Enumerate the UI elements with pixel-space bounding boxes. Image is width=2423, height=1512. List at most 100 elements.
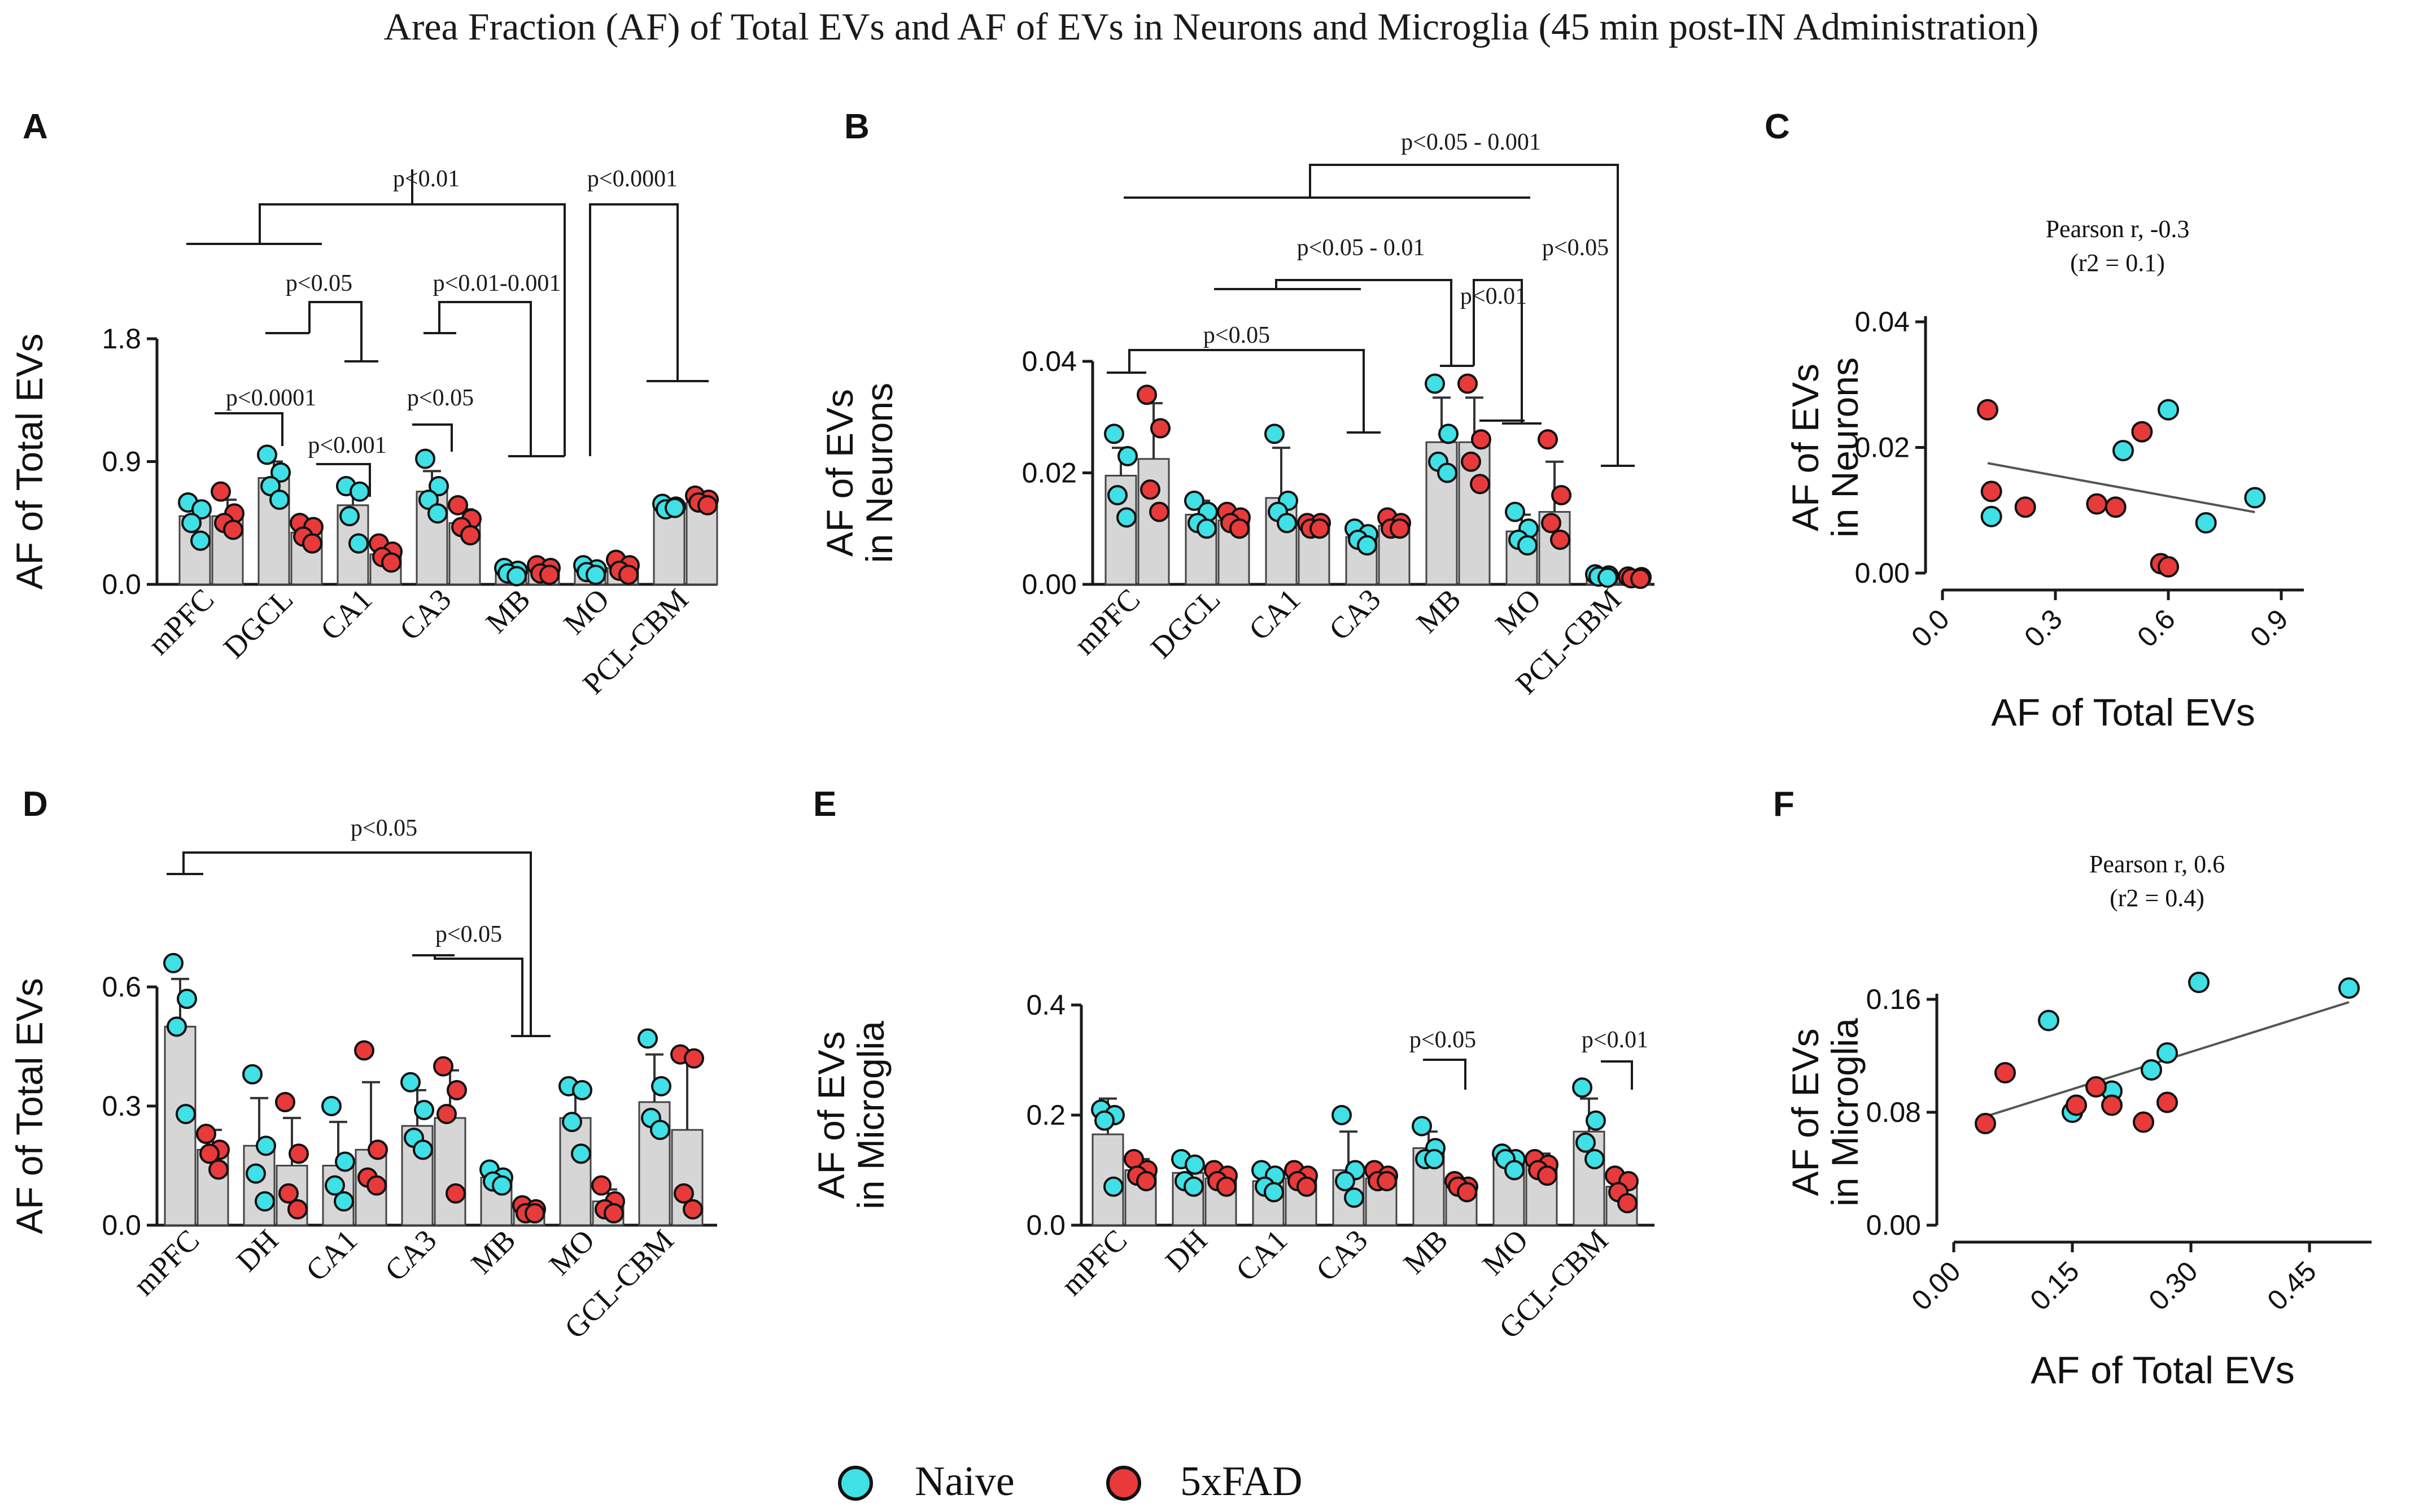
data-point-b-naive: [1107, 485, 1128, 505]
y-tick-label-f: 0.08: [1866, 1096, 1921, 1128]
y-tick-label-a: 1.8: [102, 323, 141, 355]
data-point-d-naive: [176, 1104, 196, 1125]
bar-a-5xfad-6: [686, 501, 718, 585]
scatter-point-c-5xfad: [2158, 556, 2179, 578]
data-point-b-naive: [1437, 462, 1457, 483]
panel-letter-B: B: [844, 107, 870, 146]
legend-5xfad-marker: [1106, 1466, 1141, 1501]
sig-label-a-3: p<0.05: [286, 270, 352, 296]
y-axis-label-line-f: AF of EVs: [1784, 1028, 1826, 1196]
scatter-point-c-5xfad: [2131, 421, 2153, 443]
y-axis-label-a: AF of Total EVs: [8, 334, 50, 590]
data-point-e-naive: [1103, 1176, 1124, 1197]
y-tick-label-b: 0.02: [1022, 457, 1077, 489]
bracket-a-3: [265, 301, 378, 362]
data-point-d-5xfad: [433, 1056, 453, 1077]
data-point-a-5xfad: [539, 565, 560, 585]
data-point-b-5xfad: [1630, 569, 1651, 589]
scatter-point-f-5xfad: [1994, 1062, 2016, 1083]
data-point-b-naive: [1597, 567, 1618, 588]
data-point-a-5xfad: [302, 533, 322, 554]
bracket-b-4: [1107, 349, 1381, 434]
data-point-e-naive: [1424, 1149, 1444, 1169]
scatter-point-c-naive: [2195, 512, 2217, 534]
data-point-d-5xfad: [278, 1183, 299, 1204]
bracket-e-2: [1601, 1060, 1633, 1090]
r2-label-c: (r2 = 0.1): [2070, 249, 2165, 277]
data-point-a-5xfad: [697, 495, 718, 515]
x-tick-label-b: MO: [1489, 582, 1548, 641]
data-point-b-naive: [1277, 513, 1297, 534]
data-point-e-naive: [1264, 1182, 1284, 1203]
bar-d-naive-0: [164, 1025, 197, 1226]
pearson-label-c: Pearson r, -0.3: [2046, 215, 2190, 243]
data-point-d-naive: [572, 1080, 592, 1100]
data-point-d-5xfad: [525, 1203, 545, 1223]
x-tick-label-f: 0.00: [1905, 1255, 1966, 1316]
scatter-point-c-naive: [1980, 505, 2002, 527]
x-tick-label-f: 0.15: [2024, 1255, 2085, 1316]
bar-b-5xfad-0: [1137, 458, 1170, 585]
bracket-e-1: [1423, 1059, 1466, 1090]
data-point-b-5xfad: [1470, 474, 1490, 495]
bracket-d-2: [412, 954, 523, 1036]
bracket-a-2: [589, 203, 679, 456]
data-point-d-naive: [246, 1163, 266, 1184]
data-point-a-naive: [181, 513, 202, 534]
y-tick-label-b: 0.00: [1022, 569, 1077, 600]
x-tick-label-a: MO: [557, 582, 616, 641]
data-point-b-5xfad: [1541, 513, 1561, 534]
data-point-d-naive: [651, 1076, 671, 1096]
scatter-point-f-naive: [2188, 972, 2210, 993]
data-point-e-5xfad: [1216, 1176, 1237, 1197]
data-point-e-5xfad: [1136, 1171, 1156, 1191]
scatter-point-f-naive: [2156, 1042, 2178, 1064]
x-tick-label-b: mPFC: [1067, 582, 1146, 661]
sig-label-a-4: p<0.01-0.001: [433, 270, 561, 296]
sig-label-a-1: p<0.01: [393, 166, 460, 192]
y-axis-label-e: AF of EVsin Microglia: [810, 1021, 892, 1209]
x-tick-label-d: DH: [230, 1223, 285, 1278]
data-point-d-naive: [325, 1175, 345, 1196]
data-point-a-5xfad: [223, 519, 243, 540]
data-point-d-5xfad: [684, 1048, 704, 1069]
data-point-b-naive: [1264, 423, 1285, 444]
bracket-b-5: [1448, 327, 1525, 422]
y-axis-label-c: AF of EVsin Neurons: [1784, 357, 1866, 537]
data-point-d-naive: [255, 1191, 275, 1212]
data-point-d-5xfad: [354, 1040, 374, 1061]
data-point-d-5xfad: [683, 1199, 703, 1220]
bracket-d-1: [167, 851, 551, 1037]
y-axis-label-line-b: in Neurons: [858, 383, 900, 563]
y-axis-label-line-e: AF of EVs: [810, 1031, 852, 1199]
scatter-point-f-5xfad: [2133, 1111, 2154, 1133]
data-point-d-naive: [335, 1151, 355, 1172]
data-point-b-5xfad: [1461, 451, 1481, 472]
data-point-b-naive: [1425, 373, 1445, 394]
scatter-point-c-naive: [2112, 440, 2134, 462]
sig-label-b-2: p<0.05 - 0.01: [1297, 235, 1425, 261]
x-tick-label-c: 0.9: [2244, 603, 2294, 653]
x-axis-label-f: AF of Total EVs: [2031, 1349, 2294, 1392]
data-point-a-naive: [415, 448, 435, 469]
bracket-a-1: [186, 169, 566, 456]
data-point-e-naive: [1185, 1154, 1205, 1175]
data-point-b-naive: [1517, 535, 1538, 556]
x-axis-label-c: AF of Total EVs: [1991, 691, 2255, 734]
x-tick-label-a: MB: [479, 582, 537, 640]
sig-label-b-3: p<0.05: [1203, 322, 1270, 348]
data-point-d-naive: [167, 1016, 187, 1037]
data-point-b-5xfad: [1550, 530, 1570, 550]
data-point-d-5xfad: [591, 1175, 612, 1196]
y-tick-label-c: 0.04: [1855, 306, 1910, 338]
data-point-b-5xfad: [1309, 518, 1330, 539]
data-point-a-naive: [507, 566, 527, 587]
data-point-b-5xfad: [1149, 501, 1169, 522]
data-point-b-naive: [1438, 423, 1459, 444]
x-tick-label-b: CA1: [1242, 582, 1307, 647]
data-point-a-naive: [350, 481, 370, 502]
y-tick-label-e: 0.2: [1026, 1099, 1066, 1131]
y-axis-label-line-d: AF of Total EVs: [8, 978, 50, 1234]
